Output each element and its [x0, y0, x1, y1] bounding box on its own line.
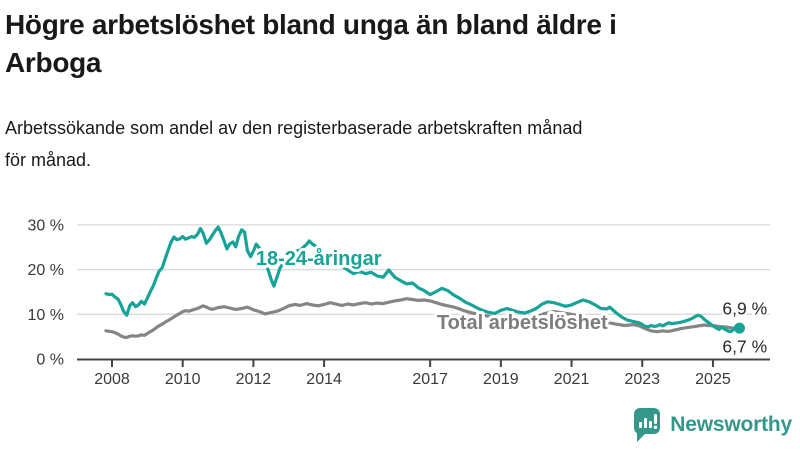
chart-subtitle: Arbetssökande som andel av den registerb…: [5, 112, 795, 176]
page-title-line-2: Arboga: [5, 47, 102, 78]
y-tick-label-30: 30 %: [28, 217, 64, 234]
x-tick-label-2017: 2017: [412, 371, 448, 388]
latest-value-dot: [733, 322, 745, 334]
x-tick-label-2008: 2008: [94, 371, 130, 388]
x-tick-label-2014: 2014: [306, 371, 342, 388]
newsworthy-speech-bubble-bar-chart-icon: [634, 408, 661, 442]
series-line-total-arbetslöshet: [104, 297, 742, 340]
newsworthy-logo[interactable]: Newsworthy: [633, 408, 792, 442]
series-line-18-24-åringar: [104, 225, 742, 334]
end-value-label-6-7-: 6,7 %: [722, 336, 767, 356]
x-tick-label-2010: 2010: [165, 371, 201, 388]
page-title-line-1: Högre arbetslöshet bland unga än bland ä…: [5, 9, 617, 40]
y-tick-label-10: 10 %: [28, 307, 64, 324]
x-tick-label-2019: 2019: [483, 371, 519, 388]
chart-subtitle-line-2: för månad.: [5, 150, 92, 170]
newsworthy-wordmark: Newsworthy: [670, 413, 792, 436]
series-label-total-arbetslöshet: Total arbetslöshet: [437, 312, 608, 334]
x-tick-label-2025: 2025: [695, 371, 731, 388]
page-title: Högre arbetslöshet bland unga än bland ä…: [5, 6, 775, 82]
x-tick-label-2021: 2021: [554, 371, 590, 388]
x-tick-label-2023: 2023: [624, 371, 660, 388]
series-label-18-24-åringar: 18-24-åringar: [256, 247, 382, 270]
y-tick-label-20: 20 %: [28, 262, 64, 279]
chart-subtitle-line-1: Arbetssökande som andel av den registerb…: [5, 118, 583, 138]
end-value-label-6-9-: 6,9 %: [722, 298, 767, 318]
x-tick-label-2012: 2012: [236, 371, 272, 388]
y-tick-label-0: 0 %: [36, 352, 64, 369]
